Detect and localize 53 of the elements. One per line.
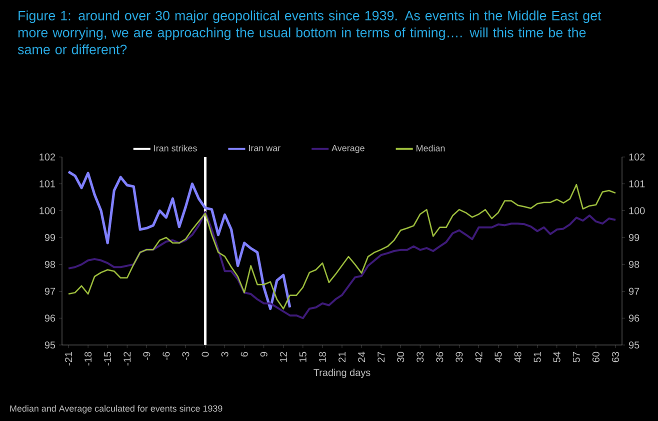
y-tick-label: 98 xyxy=(44,260,56,268)
y2-tick-label: 95 xyxy=(628,341,640,349)
x-tick-label: 6 xyxy=(240,352,248,357)
x-tick-label: 51 xyxy=(534,352,541,362)
x-tick-label: 30 xyxy=(397,352,404,362)
y2-tick-label: 99 xyxy=(628,234,640,242)
legend-label: Average xyxy=(332,144,364,154)
legend-label: Iran war xyxy=(249,144,280,152)
x-tick-label: 48 xyxy=(514,352,522,362)
x-tick-label: -15 xyxy=(104,352,112,366)
x-tick-label: 21 xyxy=(338,352,346,362)
legend-label: Median xyxy=(416,144,445,152)
x-tick-label: 54 xyxy=(553,352,560,362)
y2-tick-label: 100 xyxy=(629,207,645,214)
x-tick-label: 60 xyxy=(592,352,600,362)
y2-tick-label: 96 xyxy=(628,314,640,322)
y-tick-label: 95 xyxy=(44,341,56,349)
legend-label: Iran strikes xyxy=(154,144,197,152)
y2-tick-label: 98 xyxy=(628,260,640,268)
x-tick-label: -21 xyxy=(65,352,72,366)
x-tick-label: 36 xyxy=(436,352,444,362)
x-tick-label: 0 xyxy=(202,352,209,357)
y2-tick-label: 97 xyxy=(628,288,640,295)
y-tick-label: 96 xyxy=(44,314,56,322)
y-tick-label: 101 xyxy=(40,180,56,188)
y2-tick-label: 101 xyxy=(629,180,645,188)
x-tick-label: 42 xyxy=(475,352,482,362)
x-tick-label: -12 xyxy=(124,352,131,366)
line-series xyxy=(67,170,292,310)
x-tick-label: 9 xyxy=(260,352,268,357)
x-tick-label: -3 xyxy=(182,352,190,360)
text: Median and Average calculated for events since 1939 xyxy=(10,405,222,414)
x-tick-label: 12 xyxy=(280,352,287,362)
x-tick-label: 3 xyxy=(221,352,228,357)
y-tick-label: 100 xyxy=(40,207,56,214)
x-tick-label: -18 xyxy=(84,352,92,366)
x-tick-label: 63 xyxy=(612,352,620,362)
x-tick-label: 39 xyxy=(456,352,463,362)
x-tick-label: 24 xyxy=(358,352,366,362)
x-tick-label: -6 xyxy=(162,352,170,360)
chart-title: Figure 1: around over 30 major geopolitical events since 1939. As events in the Middle East get more worrying, we are approaching the usual bottom in terms of timing…. will this time be the same or different? xyxy=(18,10,602,54)
y-tick-label: 97 xyxy=(44,288,55,295)
x-tick-label: 33 xyxy=(416,352,424,362)
x-tick-label: 45 xyxy=(494,352,502,362)
y-tick-label: 99 xyxy=(44,234,56,242)
x-tick-label: 15 xyxy=(299,352,306,362)
x-tick-label: 57 xyxy=(572,352,580,362)
x-tick-label: 27 xyxy=(378,352,385,362)
x-tick-label: 18 xyxy=(318,352,326,362)
y2-tick-label: 102 xyxy=(629,153,645,161)
x-tick-label: -9 xyxy=(143,352,150,360)
x-axis-title: Trading days xyxy=(314,368,370,378)
y-tick-label: 102 xyxy=(40,153,55,161)
